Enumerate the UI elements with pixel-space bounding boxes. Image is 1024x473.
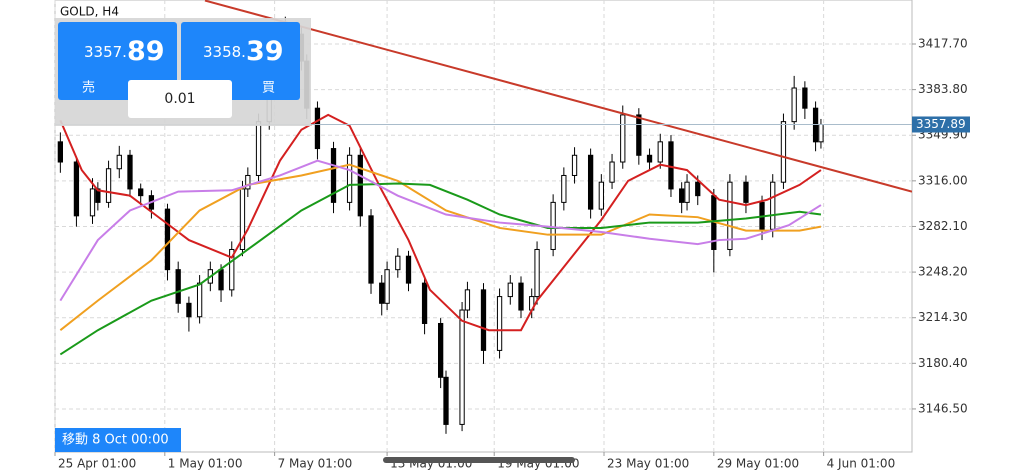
candle-body xyxy=(550,201,556,250)
chart-title: GOLD, H4 xyxy=(60,5,119,19)
candle-body xyxy=(587,154,594,210)
candle-body xyxy=(379,282,385,304)
x-tick-label: 1 May 01:00 xyxy=(168,457,243,471)
scrollbar[interactable] xyxy=(383,457,575,463)
candle-body xyxy=(609,161,615,183)
x-tick-label: 23 May 01:00 xyxy=(607,457,689,471)
y-tick-label: 3248.20 xyxy=(918,265,968,279)
candle-body xyxy=(175,269,181,304)
buy-price[interactable]: 3358.39 xyxy=(203,36,284,67)
candle-body xyxy=(245,174,251,190)
candle-body xyxy=(438,322,444,378)
candle-body xyxy=(636,114,642,156)
x-tick-label: 7 May 01:00 xyxy=(278,457,353,471)
candle-body xyxy=(743,181,749,203)
candle-body xyxy=(255,121,262,176)
candle-body xyxy=(116,154,122,170)
moving-average xyxy=(59,113,822,332)
candle-body xyxy=(73,161,80,217)
candle-body xyxy=(421,282,428,324)
candle-body xyxy=(384,269,390,304)
candle-body xyxy=(620,114,626,163)
candle-body xyxy=(229,248,235,291)
candle-body xyxy=(186,302,192,318)
candle-body xyxy=(459,309,465,425)
sell-price-big[interactable]: 89 xyxy=(127,36,165,67)
candle-body xyxy=(598,181,604,210)
candle-body xyxy=(571,154,578,176)
moving-average xyxy=(59,159,822,302)
y-tick-label: 3282.10 xyxy=(918,219,968,233)
buy-price-prefix[interactable]: 3358. xyxy=(203,43,246,61)
candle-body xyxy=(138,188,144,197)
candle-body xyxy=(770,181,776,230)
price-tag-label: 3357.89 xyxy=(916,117,966,131)
buy-label[interactable]: 買 xyxy=(262,81,275,96)
plot-area xyxy=(55,0,912,434)
candle-body xyxy=(727,181,733,250)
y-tick-label: 3316.00 xyxy=(918,173,968,187)
candle-body xyxy=(507,282,513,298)
candle-body xyxy=(57,141,63,163)
candle-body xyxy=(405,255,412,284)
candle-body xyxy=(89,188,96,217)
candle-body xyxy=(480,289,487,351)
trade-panel: 3357.89 売 3358.39 買 0.01 xyxy=(55,18,311,126)
candle-body xyxy=(695,181,701,197)
candle-body xyxy=(368,215,374,284)
candle-body xyxy=(518,282,524,311)
candle-body xyxy=(802,87,808,109)
lot-box[interactable] xyxy=(128,80,232,118)
x-tick-label: 29 May 01:00 xyxy=(717,457,799,471)
candle-body xyxy=(196,282,203,318)
y-tick-label: 3180.40 xyxy=(918,356,968,370)
candle-body xyxy=(780,121,787,183)
candle-body xyxy=(657,141,663,163)
candle-body xyxy=(443,376,449,425)
footer-box xyxy=(55,428,181,452)
candle-body xyxy=(330,148,337,203)
candle-body xyxy=(314,107,321,150)
x-tick-label: 4 Jun 01:00 xyxy=(827,457,896,471)
trend-line xyxy=(204,0,912,193)
candle-body xyxy=(464,289,471,311)
candle-body xyxy=(239,188,246,250)
lot-value[interactable]: 0.01 xyxy=(164,91,195,107)
y-tick-label: 3214.30 xyxy=(918,310,968,324)
candle-body xyxy=(496,296,503,351)
candle-body xyxy=(818,123,824,143)
sell-price[interactable]: 3357.89 xyxy=(84,36,165,67)
sell-price-prefix[interactable]: 3357. xyxy=(84,43,127,61)
candle-body xyxy=(105,168,112,203)
candle-body xyxy=(346,154,353,203)
candle-body xyxy=(164,208,171,271)
candle-body xyxy=(646,154,653,163)
footer-label: 移動 8 Oct 00:00 xyxy=(62,433,169,448)
candle-body xyxy=(668,141,674,190)
candle-body xyxy=(561,174,567,203)
buy-price-big[interactable]: 39 xyxy=(246,36,284,67)
sell-label[interactable]: 売 xyxy=(82,80,95,96)
candle-body xyxy=(679,188,685,203)
moving-average xyxy=(59,182,822,356)
candle-body xyxy=(684,181,690,203)
candle-body xyxy=(791,87,797,123)
candle-body xyxy=(395,255,401,271)
price-tag xyxy=(912,116,970,133)
y-tick-label: 3417.70 xyxy=(918,37,968,51)
candle-body xyxy=(218,269,224,291)
y-tick-label: 3146.50 xyxy=(918,401,968,415)
y-tick-label: 3383.80 xyxy=(918,82,968,96)
x-tick-label: 25 Apr 01:00 xyxy=(58,457,136,471)
candle-body xyxy=(127,154,133,190)
candle-body xyxy=(812,107,819,143)
candle-body xyxy=(534,248,540,298)
